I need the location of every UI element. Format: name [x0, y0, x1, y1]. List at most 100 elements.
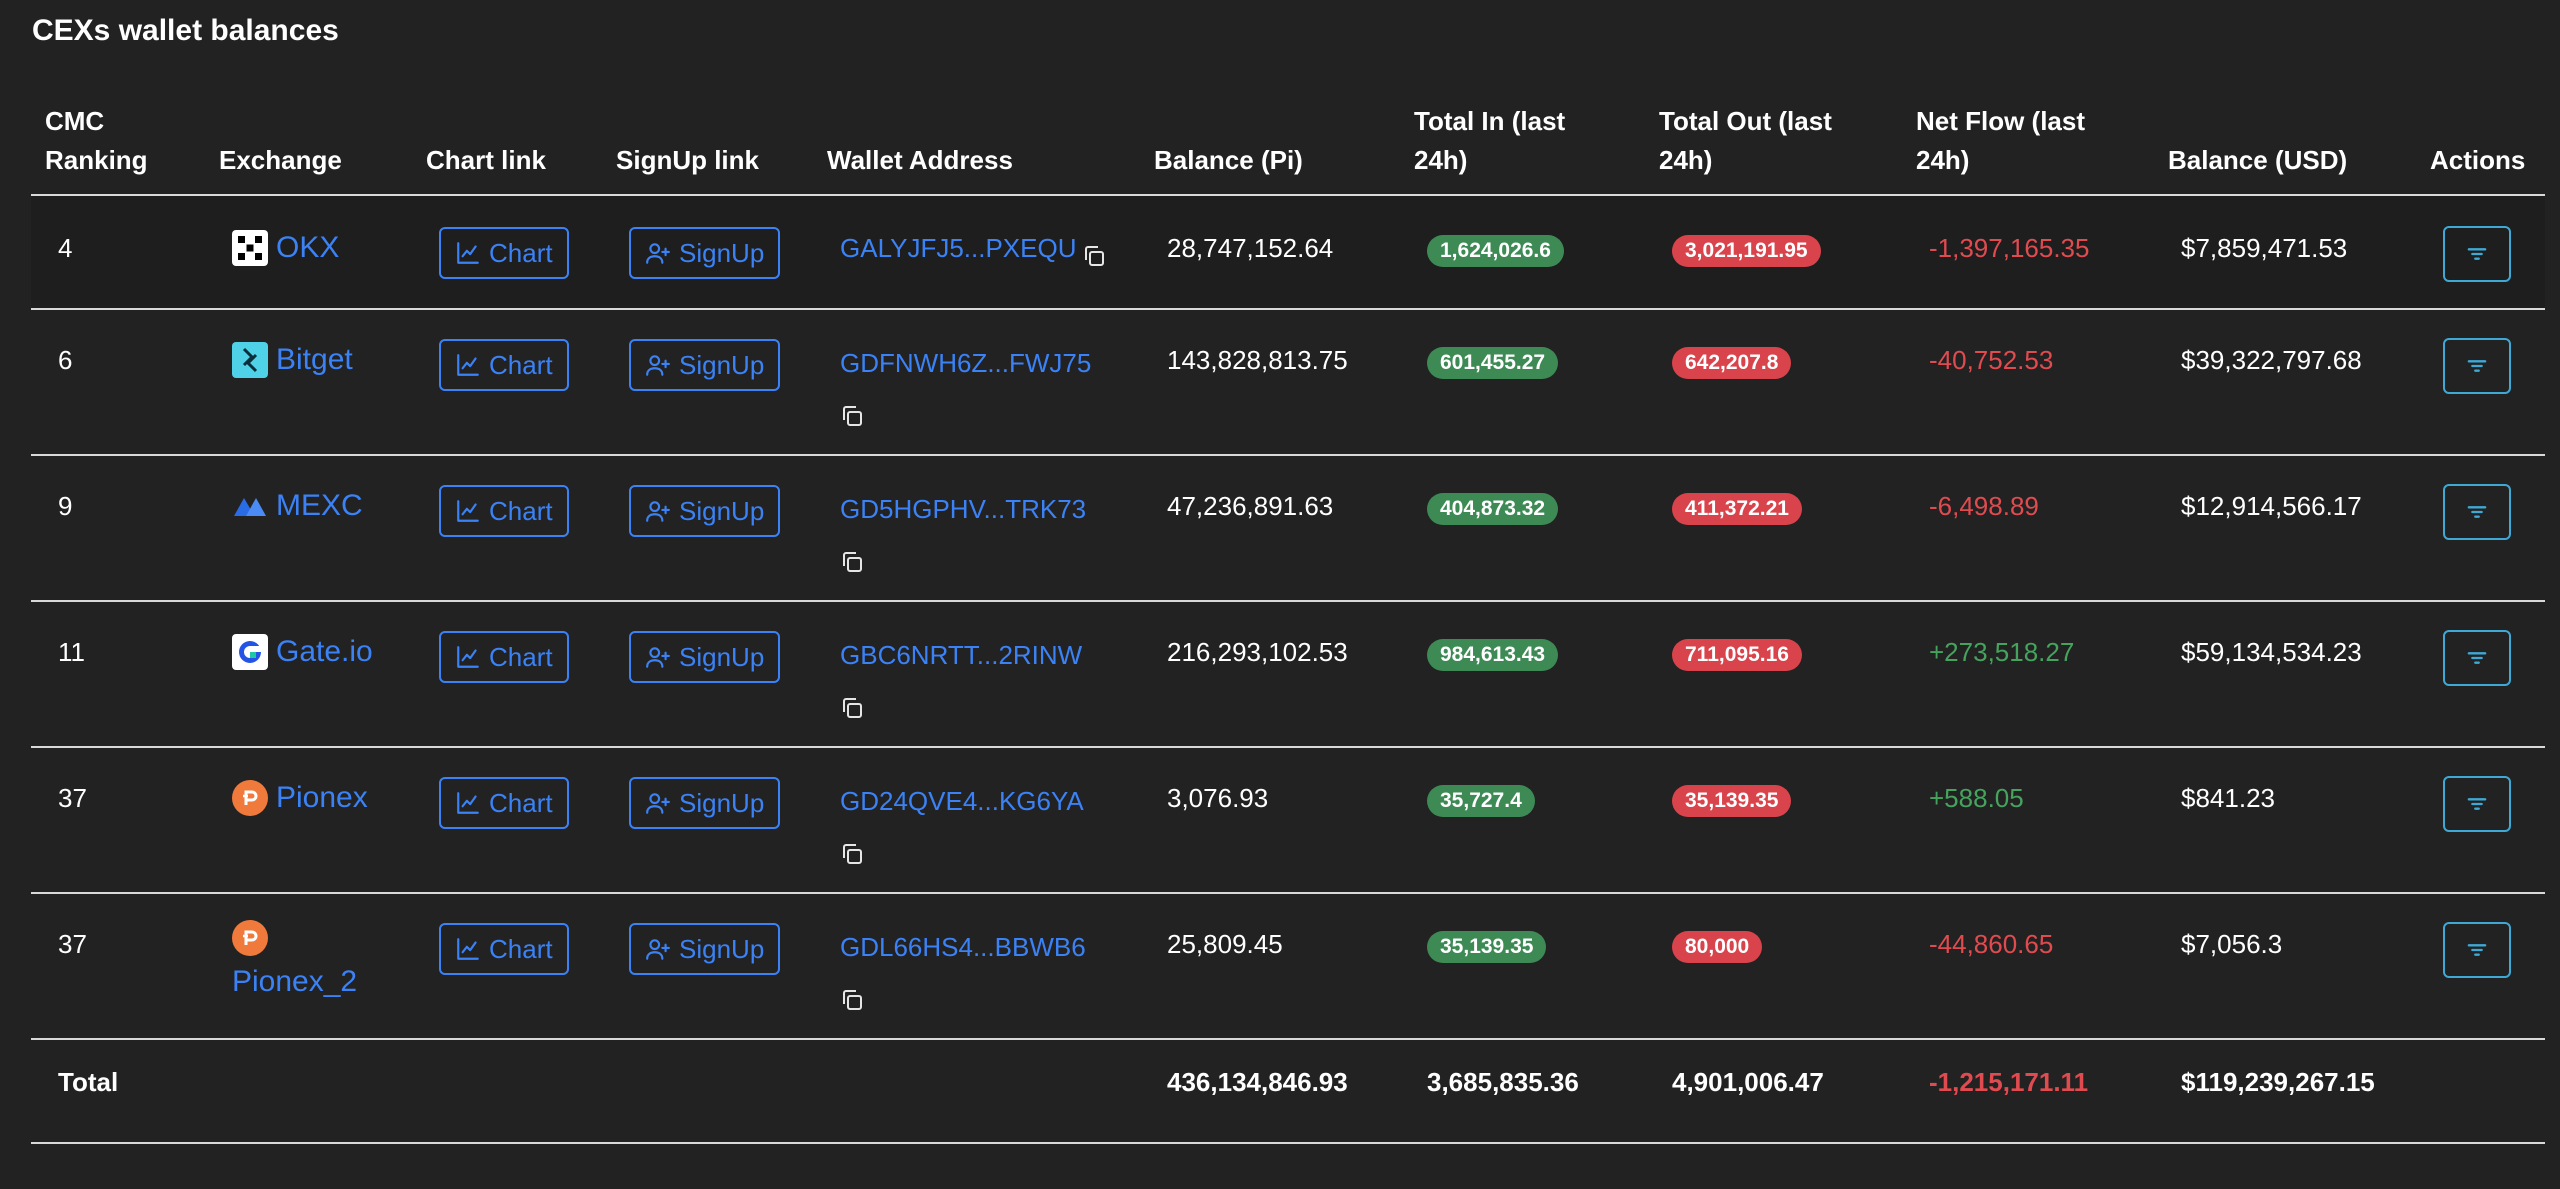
filter-action-button[interactable] — [2443, 338, 2511, 394]
user-plus-icon — [645, 936, 671, 962]
total-row: Total 436,134,846.93 3,685,835.36 4,901,… — [31, 1039, 2545, 1144]
line-chart-icon — [455, 790, 481, 816]
chart-button[interactable]: Chart — [439, 227, 569, 279]
signup-cell: SignUp — [602, 309, 813, 456]
exchange-link[interactable]: OKX — [276, 231, 340, 264]
total-in-cell: 1,624,026.6 — [1400, 195, 1645, 310]
filter-icon — [2463, 352, 2491, 380]
balance-pi-cell: 143,828,813.75 — [1140, 309, 1400, 456]
filter-icon — [2463, 790, 2491, 818]
filter-action-button[interactable] — [2443, 226, 2511, 282]
col-header-chart[interactable]: Chart link — [412, 96, 602, 196]
balance-usd-cell: $39,322,797.68 — [2154, 309, 2416, 456]
actions-cell — [2416, 195, 2545, 310]
total-in-cell: 601,455.27 — [1400, 309, 1645, 456]
wallet-address-link[interactable]: GALYJFJ5...PXEQU — [840, 233, 1077, 263]
copy-icon[interactable] — [840, 396, 862, 426]
rank-cell: 9 — [31, 455, 205, 602]
filter-action-button[interactable] — [2443, 922, 2511, 978]
signup-button[interactable]: SignUp — [629, 339, 781, 391]
exchange-cell: Bitget — [205, 309, 412, 456]
actions-cell — [2416, 601, 2545, 748]
col-header-balance-pi[interactable]: Balance (Pi) — [1140, 96, 1400, 196]
signup-cell: SignUp — [602, 195, 813, 310]
total-in-badge: 35,139.35 — [1427, 931, 1547, 963]
exchange-cell: OKX — [205, 195, 412, 310]
total-in-cell: 404,873.32 — [1400, 455, 1645, 602]
exchange-link[interactable]: Bitget — [276, 343, 353, 376]
signup-cell: SignUp — [602, 747, 813, 894]
wallet-address-link[interactable]: GBC6NRTT...2RINW — [840, 640, 1083, 670]
bitget-logo-icon — [232, 342, 268, 378]
copy-icon[interactable] — [840, 834, 862, 864]
copy-icon[interactable] — [840, 688, 862, 718]
user-plus-icon — [645, 498, 671, 524]
col-header-balance-usd[interactable]: Balance (USD) — [2154, 96, 2416, 196]
exchange-link[interactable]: Pionex_2 — [232, 965, 358, 998]
wallet-address-link[interactable]: GD24QVE4...KG6YA — [840, 786, 1084, 816]
mexc-logo-icon — [232, 488, 268, 524]
signup-button[interactable]: SignUp — [629, 631, 781, 683]
wallet-address-link[interactable]: GDL66HS4...BBWB6 — [840, 932, 1086, 962]
exchange-cell: Pionex — [205, 747, 412, 894]
signup-button[interactable]: SignUp — [629, 485, 781, 537]
line-chart-icon — [455, 240, 481, 266]
total-out-badge: 35,139.35 — [1672, 785, 1792, 817]
filter-action-button[interactable] — [2443, 484, 2511, 540]
signup-button[interactable]: SignUp — [629, 227, 781, 279]
balance-pi-cell: 216,293,102.53 — [1140, 601, 1400, 748]
chart-cell: Chart — [412, 195, 602, 310]
exchange-link[interactable]: Gate.io — [276, 635, 373, 668]
wallet-balances-table: CMC Ranking Exchange Chart link SignUp li… — [31, 96, 2545, 1144]
col-header-rank[interactable]: CMC Ranking — [31, 96, 205, 196]
chart-button[interactable]: Chart — [439, 777, 569, 829]
total-out-badge: 642,207.8 — [1672, 347, 1792, 379]
total-in-badge: 35,727.4 — [1427, 785, 1535, 817]
filter-action-button[interactable] — [2443, 776, 2511, 832]
exchange-cell: Pionex_2 — [205, 893, 412, 1040]
exchange-link[interactable]: Pionex — [276, 781, 368, 814]
wallet-address-link[interactable]: GDFNWH6Z...FWJ75 — [840, 348, 1092, 378]
col-header-total-out[interactable]: Total Out (last 24h) — [1645, 96, 1902, 196]
table-row: 6 Bitget Chart SignUp GDFNWH6Z...FWJ75 143,82… — [31, 309, 2545, 456]
signup-button[interactable]: SignUp — [629, 923, 781, 975]
chart-button[interactable]: Chart — [439, 631, 569, 683]
total-in-badge: 404,873.32 — [1427, 493, 1559, 525]
exchange-link[interactable]: MEXC — [276, 489, 363, 522]
signup-cell: SignUp — [602, 601, 813, 748]
net-flow-cell: -1,397,165.35 — [1902, 195, 2154, 310]
chart-button[interactable]: Chart — [439, 485, 569, 537]
table-header-row: CMC Ranking Exchange Chart link SignUp li… — [31, 96, 2545, 196]
wallet-address-link[interactable]: GD5HGPHV...TRK73 — [840, 494, 1087, 524]
col-header-signup[interactable]: SignUp link — [602, 96, 813, 196]
line-chart-icon — [455, 352, 481, 378]
col-header-net-flow[interactable]: Net Flow (last 24h) — [1902, 96, 2154, 196]
col-header-exchange[interactable]: Exchange — [205, 96, 412, 196]
signup-cell: SignUp — [602, 893, 813, 1040]
filter-action-button[interactable] — [2443, 630, 2511, 686]
signup-button[interactable]: SignUp — [629, 777, 781, 829]
pionex-logo-icon — [232, 780, 268, 816]
total-out-badge: 411,372.21 — [1672, 493, 1802, 525]
signup-cell: SignUp — [602, 455, 813, 602]
chart-button[interactable]: Chart — [439, 339, 569, 391]
total-out: 4,901,006.47 — [1645, 1039, 1902, 1144]
rank-cell: 6 — [31, 309, 205, 456]
balance-usd-cell: $7,859,471.53 — [2154, 195, 2416, 310]
total-label: Total — [31, 1039, 205, 1144]
balance-usd-cell: $841.23 — [2154, 747, 2416, 894]
line-chart-icon — [455, 936, 481, 962]
rank-cell: 37 — [31, 747, 205, 894]
col-header-total-in[interactable]: Total In (last 24h) — [1400, 96, 1645, 196]
actions-cell — [2416, 455, 2545, 602]
chart-button[interactable]: Chart — [439, 923, 569, 975]
total-in: 3,685,835.36 — [1400, 1039, 1645, 1144]
col-header-wallet[interactable]: Wallet Address — [813, 96, 1140, 196]
copy-icon[interactable] — [1082, 239, 1105, 267]
net-flow-cell: -40,752.53 — [1902, 309, 2154, 456]
copy-icon[interactable] — [840, 980, 862, 1010]
copy-icon[interactable] — [840, 542, 862, 572]
pionex-logo-icon — [232, 920, 268, 956]
net-flow-cell: -44,860.65 — [1902, 893, 2154, 1040]
exchange-cell: Gate.io — [205, 601, 412, 748]
